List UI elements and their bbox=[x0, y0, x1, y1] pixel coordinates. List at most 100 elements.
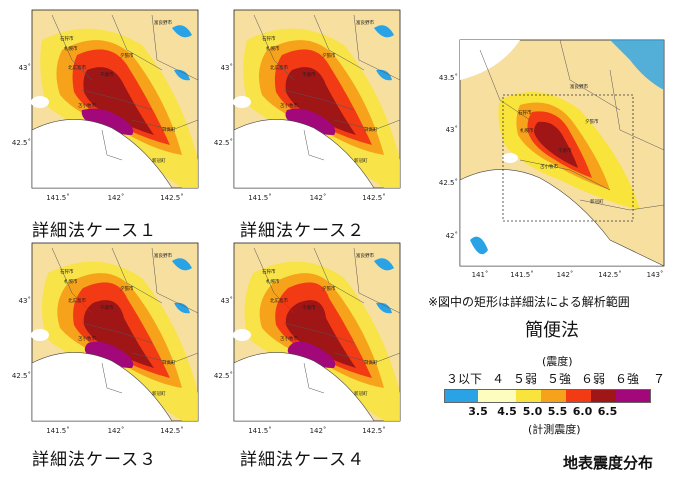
x-tick-label: 142.5˚ bbox=[160, 427, 184, 435]
detail-map-case-1: 富良野市 石狩市 夕張市 札幌市 北広島市 千歳市 苫小牧市 日高町 新冠町 141.5˚ 142˚… bbox=[12, 9, 202, 208]
x-tick-label: 142˚ bbox=[557, 271, 574, 279]
municipal-boundary bbox=[479, 49, 531, 121]
sea-area bbox=[233, 352, 375, 422]
intensity-band-6-upper bbox=[83, 67, 154, 135]
place-label: 夕張市 bbox=[322, 52, 336, 59]
legend-class-2: ４ bbox=[491, 372, 504, 386]
y-tick-label: 42.5˚ bbox=[214, 139, 233, 147]
place-label: 日高町 bbox=[162, 126, 176, 133]
x-tick-label: 142.5˚ bbox=[160, 194, 184, 202]
municipal-boundary bbox=[253, 247, 295, 314]
place-label: 富良野市 bbox=[154, 19, 172, 26]
municipal-boundary bbox=[303, 362, 325, 394]
place-label: 石狩市 bbox=[262, 268, 276, 275]
place-label: 苫小牧市 bbox=[78, 335, 96, 342]
legend-value-6: 6.5 bbox=[597, 405, 618, 418]
municipal-boundary bbox=[333, 352, 401, 364]
municipal-boundary bbox=[131, 352, 199, 364]
place-label: 苫小牧市 bbox=[280, 335, 298, 342]
detail-analysis-range bbox=[502, 94, 634, 222]
intensity-color-scale bbox=[444, 389, 651, 403]
x-tick-label: 141.5˚ bbox=[248, 427, 272, 435]
place-label: 札幌市 bbox=[520, 127, 534, 134]
legend-value-3: 5.0 bbox=[522, 405, 543, 418]
caption-case-3: 詳細法ケース３ bbox=[32, 450, 158, 470]
x-tick-label: 142.5˚ bbox=[598, 271, 622, 279]
municipal-boundary bbox=[283, 322, 355, 344]
scale-color-6 bbox=[591, 390, 616, 402]
place-label: 富良野市 bbox=[154, 252, 172, 259]
municipal-boundary bbox=[151, 14, 199, 81]
place-label: 苫小牧市 bbox=[540, 163, 558, 170]
municipal-boundary bbox=[333, 119, 401, 131]
legend-title: (震度) bbox=[542, 355, 573, 368]
low-intensity-patch bbox=[376, 69, 392, 81]
legend-class-6: ６強 bbox=[614, 372, 639, 386]
place-label: 夕張市 bbox=[120, 52, 134, 59]
detail-map-case-2: 富良野市 石狩市 夕張市 札幌市 北広島市 千歳市 苫小牧市 日高町 新冠町 141.5˚ 142˚… bbox=[214, 9, 404, 208]
legend-subtitle: (計測震度) bbox=[528, 423, 581, 436]
place-label: 札幌市 bbox=[64, 278, 78, 285]
x-tick-label: 142.5˚ bbox=[362, 194, 386, 202]
place-label: 日高町 bbox=[364, 126, 378, 133]
low-intensity-patch bbox=[470, 236, 488, 255]
place-label: 富良野市 bbox=[356, 19, 374, 26]
place-label: 苫小牧市 bbox=[78, 102, 96, 109]
legend-class-1: ３以下 bbox=[446, 372, 483, 386]
municipal-boundary bbox=[353, 14, 401, 81]
place-label: 千歳市 bbox=[100, 304, 114, 311]
low-intensity-patch bbox=[174, 302, 190, 314]
place-label: 千歳市 bbox=[302, 71, 316, 78]
municipal-boundary bbox=[151, 247, 199, 314]
x-tick-label: 143˚ bbox=[647, 271, 664, 279]
municipal-boundary bbox=[283, 89, 355, 111]
caption-case-1: 詳細法ケース１ bbox=[32, 221, 158, 241]
intensity-band-6-upper bbox=[83, 300, 154, 368]
place-label: 千歳市 bbox=[558, 147, 572, 154]
lake bbox=[233, 96, 251, 108]
municipal-boundary bbox=[81, 89, 153, 111]
place-label: 札幌市 bbox=[266, 45, 280, 52]
low-intensity-patch bbox=[172, 258, 192, 271]
sea-area bbox=[460, 40, 520, 80]
sea-area bbox=[31, 352, 173, 422]
x-tick-label: 141.5˚ bbox=[46, 427, 70, 435]
municipal-boundary bbox=[101, 129, 123, 161]
x-tick-label: 142˚ bbox=[108, 427, 125, 435]
place-label: 石狩市 bbox=[60, 35, 74, 42]
lake bbox=[233, 329, 251, 341]
intensity-band-7 bbox=[81, 108, 134, 135]
intensity-band-7 bbox=[84, 341, 134, 368]
x-tick-label: 141.5˚ bbox=[46, 194, 70, 202]
legend-value-1: 3.5 bbox=[468, 405, 488, 418]
low-intensity-patch bbox=[374, 25, 394, 38]
scale-color-7 bbox=[616, 390, 650, 402]
municipal-boundary bbox=[609, 69, 665, 151]
place-label: 夕張市 bbox=[322, 285, 336, 292]
place-label: 北広島市 bbox=[270, 297, 288, 304]
scale-color-4 bbox=[541, 390, 566, 402]
x-tick-label: 142˚ bbox=[310, 427, 327, 435]
legend-value-4: 5.5 bbox=[547, 405, 568, 418]
municipal-boundary bbox=[313, 247, 365, 304]
lake bbox=[502, 153, 518, 163]
place-label: 石狩市 bbox=[60, 268, 74, 275]
municipal-boundary bbox=[131, 119, 199, 131]
low-intensity-patch bbox=[172, 25, 192, 38]
legend-class-5: ６弱 bbox=[580, 372, 605, 386]
y-tick-label: 42˚ bbox=[446, 232, 458, 240]
legend-class-7: ７ bbox=[652, 372, 665, 386]
sea-area bbox=[233, 119, 375, 189]
legend-classes: ３以下 ４ ５弱 ５強 ６弱 ６強 ７ bbox=[446, 370, 674, 387]
legend-class-4: ５強 bbox=[546, 372, 571, 386]
low-intensity-patch bbox=[374, 258, 394, 271]
x-tick-label: 142˚ bbox=[310, 194, 327, 202]
sea-area bbox=[459, 169, 665, 267]
municipal-boundary bbox=[253, 14, 295, 81]
legend-value-2: 4.5 bbox=[497, 405, 517, 418]
place-label: 北広島市 bbox=[68, 64, 86, 71]
low-intensity-patch bbox=[174, 69, 190, 81]
municipal-boundary bbox=[579, 199, 665, 211]
municipal-boundary bbox=[81, 322, 153, 344]
place-label: 日高町 bbox=[162, 359, 176, 366]
